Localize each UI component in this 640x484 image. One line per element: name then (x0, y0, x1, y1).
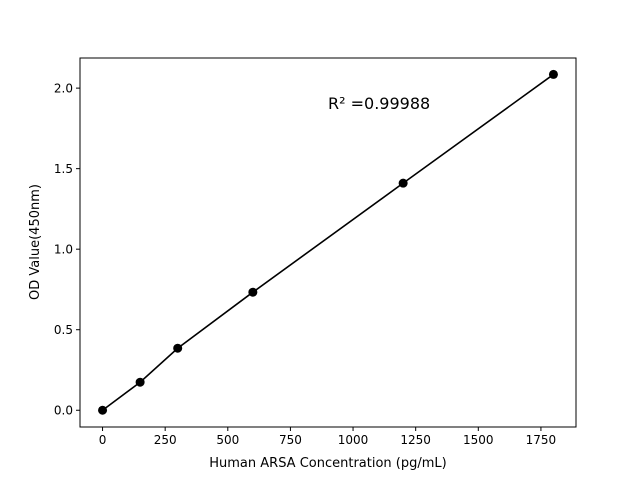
data-point (548, 69, 558, 79)
x-tick-label: 250 (154, 433, 177, 447)
y-tick-label: 0.5 (54, 323, 73, 337)
y-tick-label: 2.0 (54, 82, 73, 96)
y-axis-label: OD Value(450nm) (28, 184, 43, 300)
x-tick-label: 0 (99, 433, 107, 447)
y-tick-label: 1.0 (54, 243, 73, 257)
plot-marks (98, 69, 558, 415)
x-tick-label: 1000 (338, 433, 369, 447)
x-tick-label: 1250 (400, 433, 431, 447)
x-ticks: 0 250 500 750 1000 1250 1500 1750 (99, 427, 556, 447)
x-tick-label: 1750 (526, 433, 557, 447)
data-point (173, 343, 183, 353)
x-tick-label: 500 (216, 433, 239, 447)
y-ticks: 0.0 0.5 1.0 1.5 2.0 (54, 82, 80, 418)
data-point (248, 287, 258, 297)
data-point (98, 405, 108, 415)
x-tick-label: 750 (279, 433, 302, 447)
y-tick-label: 1.5 (54, 162, 73, 176)
series-line (102, 73, 554, 411)
r-squared-annotation: R² =0.99988 (328, 94, 430, 113)
x-tick-label: 1500 (463, 433, 494, 447)
data-point (398, 178, 408, 188)
axes-frame (79, 57, 577, 428)
y-tick-label: 0.0 (54, 404, 73, 418)
data-point (135, 377, 145, 387)
x-axis-label: Human ARSA Concentration (pg/mL) (209, 456, 447, 471)
